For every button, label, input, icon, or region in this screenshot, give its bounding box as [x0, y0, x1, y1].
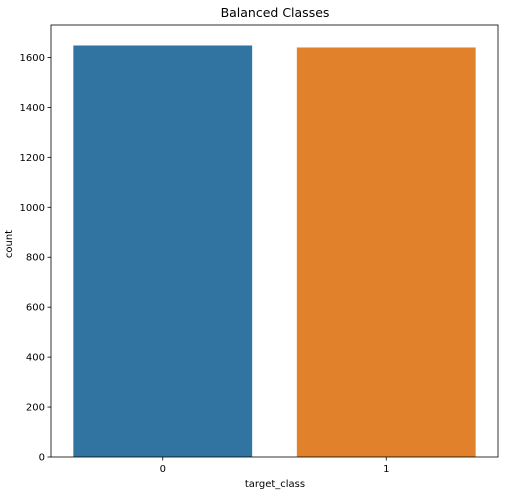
bars-group	[73, 45, 476, 458]
y-tick-label: 600	[26, 303, 45, 314]
bar-1	[296, 47, 476, 457]
y-tick-label: 1600	[20, 53, 45, 64]
y-tick-label: 800	[26, 253, 45, 264]
y-axis-label: count	[4, 230, 15, 258]
bar-0	[73, 45, 253, 458]
y-ticks-group: 0 200 400 600 800 1000 1200 1400 1600	[20, 53, 51, 464]
x-tick-label: 0	[160, 464, 166, 475]
y-tick-label: 1400	[20, 103, 45, 114]
y-tick-label: 200	[26, 403, 45, 414]
chart-title: Balanced Classes	[221, 5, 330, 20]
x-axis-label: target_class	[245, 479, 305, 490]
y-tick-label: 0	[39, 453, 45, 464]
y-tick-label: 400	[26, 353, 45, 364]
plot-frame	[50, 24, 499, 458]
y-tick-label: 1000	[20, 203, 45, 214]
x-tick-label: 1	[383, 464, 389, 475]
y-tick-label: 1200	[20, 153, 45, 164]
